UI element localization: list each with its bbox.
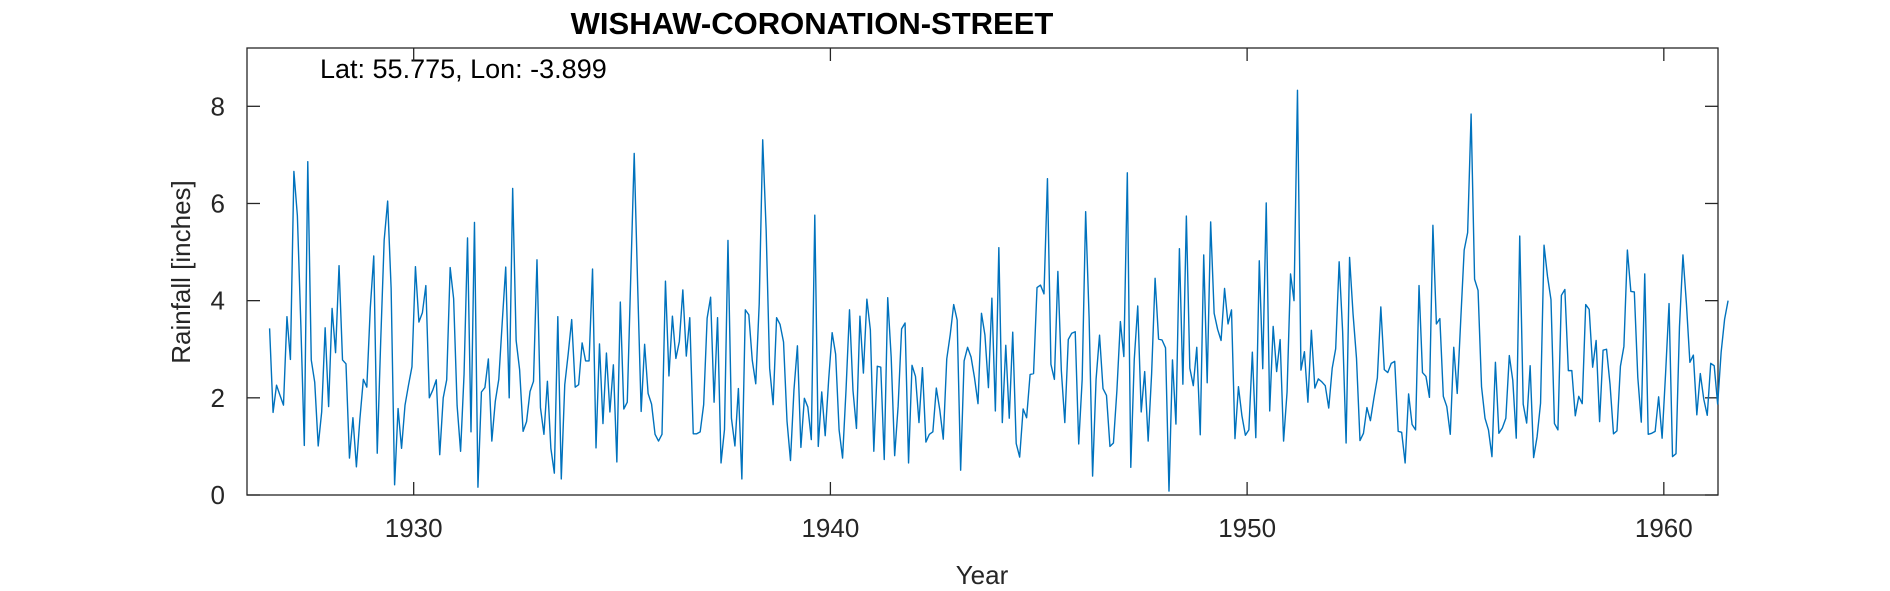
chart-title: WISHAW-CORONATION-STREET [571,6,1054,41]
x-tick-label: 1930 [385,513,443,543]
y-tick-label: 6 [211,188,225,218]
x-axis-label: Year [956,560,1009,590]
axis-ticks: 1930 1940 1950 1960 0 2 4 6 8 [211,48,1718,543]
y-tick-label: 2 [211,383,225,413]
rainfall-series-line [268,89,1729,492]
y-axis-label: Rainfall [inches] [166,180,196,364]
location-annotation: Lat: 55.775, Lon: -3.899 [320,54,607,84]
x-tick-label: 1940 [801,513,859,543]
y-tick-label: 0 [211,480,225,510]
plot-area [246,47,1719,496]
x-tick-label: 1960 [1635,513,1693,543]
y-tick-label: 8 [211,91,225,121]
x-tick-label: 1950 [1218,513,1276,543]
y-tick-label: 4 [211,286,225,316]
